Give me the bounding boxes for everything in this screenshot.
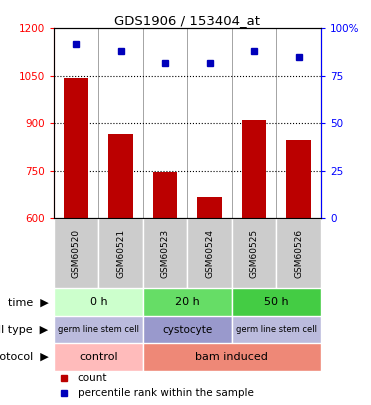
Text: GSM60523: GSM60523 [161, 229, 170, 278]
Text: germ line stem cell: germ line stem cell [58, 325, 139, 334]
Bar [153, 172, 177, 218]
Bar [197, 197, 222, 218]
Text: GSM60524: GSM60524 [205, 229, 214, 278]
Bar [143, 218, 187, 288]
Text: time  ▶: time ▶ [8, 297, 49, 307]
Bar [187, 218, 232, 288]
Text: bam induced: bam induced [196, 352, 268, 362]
Text: GSM60526: GSM60526 [294, 229, 303, 278]
Text: cystocyte: cystocyte [162, 325, 213, 335]
Text: count: count [78, 373, 107, 383]
Text: cell type  ▶: cell type ▶ [0, 325, 49, 335]
Bar [286, 140, 311, 218]
Bar [108, 134, 133, 218]
Bar [232, 288, 321, 316]
Bar [64, 79, 88, 218]
Text: germ line stem cell: germ line stem cell [236, 325, 317, 334]
Text: percentile rank within the sample: percentile rank within the sample [78, 388, 254, 398]
Bar [54, 218, 98, 288]
Bar [143, 343, 321, 371]
Bar [276, 218, 321, 288]
Bar [143, 316, 232, 343]
Text: protocol  ▶: protocol ▶ [0, 352, 49, 362]
Bar [54, 288, 143, 316]
Title: GDS1906 / 153404_at: GDS1906 / 153404_at [114, 14, 260, 27]
Bar [54, 316, 143, 343]
Text: 50 h: 50 h [264, 297, 289, 307]
Text: GSM60520: GSM60520 [72, 229, 81, 278]
Bar [242, 120, 266, 218]
Bar [54, 343, 143, 371]
Bar [143, 288, 232, 316]
Bar [232, 218, 276, 288]
Text: GSM60525: GSM60525 [250, 229, 259, 278]
Text: GSM60521: GSM60521 [116, 229, 125, 278]
Bar [232, 316, 321, 343]
Bar [98, 218, 143, 288]
Text: 20 h: 20 h [175, 297, 200, 307]
Text: control: control [79, 352, 118, 362]
Text: 0 h: 0 h [89, 297, 107, 307]
